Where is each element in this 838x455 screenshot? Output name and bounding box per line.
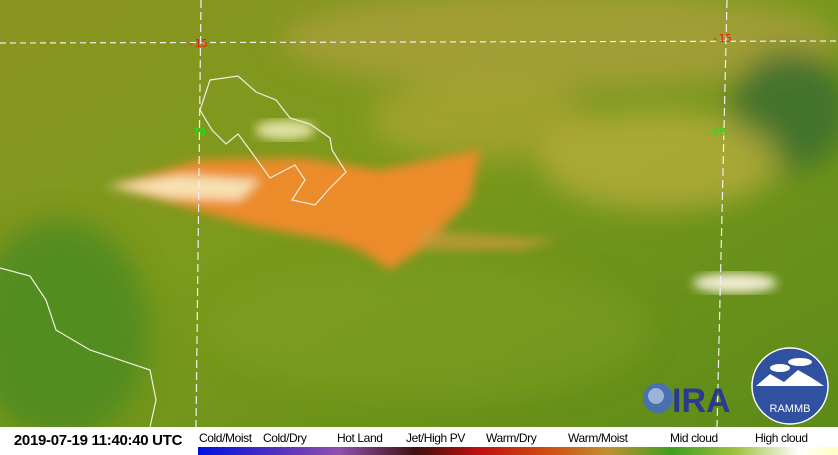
- longitude-line: [195, 0, 202, 428]
- svg-text:IRA: IRA: [672, 382, 731, 420]
- country-border: [0, 267, 157, 428]
- cira-logo: IRA: [640, 378, 750, 422]
- timestamp: 2019-07-19 11:40:40 UTC: [0, 427, 196, 455]
- smoke-plume: [105, 150, 560, 270]
- legend-label: Mid cloud: [670, 431, 718, 445]
- rammb-logo: RAMMB: [750, 346, 830, 426]
- legend-label: Jet/High PV: [406, 431, 465, 445]
- country-border: [199, 75, 347, 206]
- longitude-label: -70: [186, 126, 206, 139]
- legend-label: Warm/Dry: [486, 431, 537, 445]
- legend-label: High cloud: [755, 431, 808, 445]
- latitude-label: -15: [188, 37, 208, 50]
- longitude-line: [716, 0, 728, 428]
- cloud: [693, 273, 777, 293]
- legend-color-bar: [198, 447, 838, 455]
- longitude-label: -65: [706, 126, 726, 139]
- legend-label: Hot Land: [337, 431, 383, 445]
- cloud: [255, 120, 315, 140]
- svg-text:RAMMB: RAMMB: [770, 403, 811, 415]
- legend-label: Warm/Moist: [568, 431, 628, 445]
- color-legend: Cold/Moist Cold/Dry Hot Land Jet/High PV…: [196, 427, 838, 455]
- latitude-label: -15: [712, 32, 732, 45]
- legend-label: Cold/Dry: [263, 431, 307, 445]
- legend-label: Cold/Moist: [199, 431, 252, 445]
